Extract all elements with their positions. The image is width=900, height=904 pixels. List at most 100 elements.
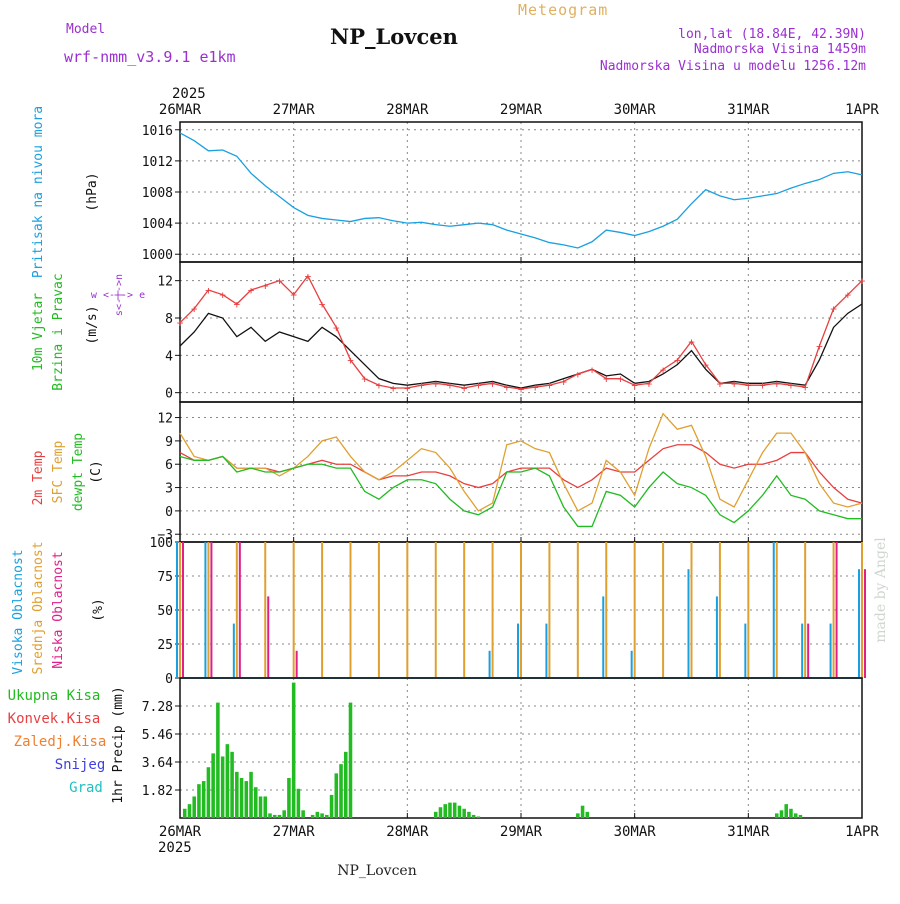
series-line-temperature-2 xyxy=(179,455,862,528)
date-axis: 26MAR 26MAR 27MAR 27MAR 28MAR 28MAR 29MAR 29MAR… xyxy=(159,102,880,840)
precip-bar xyxy=(192,796,196,818)
precip-bar xyxy=(277,814,282,818)
cloud-bar xyxy=(633,542,636,678)
cloud-label-mid: Srednja Oblacnost xyxy=(31,541,46,674)
page-title: NP_Lovcen xyxy=(330,24,458,49)
precip-bar xyxy=(320,813,324,818)
gust-marker: + xyxy=(802,381,809,394)
gust-marker: + xyxy=(376,379,383,392)
cloud-bar xyxy=(207,542,210,678)
date-label-top: 31MAR xyxy=(727,102,770,118)
gust-marker: + xyxy=(631,379,638,392)
precip-bar xyxy=(187,804,192,818)
panel-labels: Pritisak na nivou mora (hPa) 10m Vjetar Brz… xyxy=(8,106,145,804)
series-line-wind-0 xyxy=(179,303,863,389)
gust-marker: + xyxy=(759,379,766,392)
meteogram-label: Meteogram xyxy=(518,1,608,19)
cloud-bar xyxy=(434,542,437,678)
gust-marker: + xyxy=(859,275,866,288)
series-line-pressure-0 xyxy=(179,132,863,249)
cloud-bar xyxy=(179,542,181,678)
gust-marker: + xyxy=(361,373,368,386)
precip-bar xyxy=(197,784,201,818)
cloud-bar xyxy=(630,650,633,678)
precip-bar xyxy=(211,753,215,818)
y-tick-label: 1.82 xyxy=(142,784,173,799)
precip-bar xyxy=(774,813,779,818)
temp-label-2m: 2m Temp xyxy=(31,450,46,505)
gust-marker: + xyxy=(305,270,312,283)
pressure-unit: (hPa) xyxy=(85,172,100,211)
date-label-top: 1APR xyxy=(845,102,879,118)
precip-bar xyxy=(448,802,452,818)
gust-marker: + xyxy=(717,377,724,390)
cloud-bar xyxy=(517,623,519,678)
precip-bar xyxy=(462,808,466,818)
date-label-bottom: 28MAR xyxy=(386,824,429,840)
cloud-bar xyxy=(804,542,807,678)
cloud-bar xyxy=(264,542,267,678)
cloud-bar xyxy=(747,542,750,678)
precip-bar xyxy=(282,810,286,818)
cloud-bar xyxy=(463,542,466,678)
precip-bar xyxy=(793,813,798,818)
gust-marker: + xyxy=(745,379,752,392)
gust-marker: + xyxy=(276,275,283,288)
cloud-bar xyxy=(176,542,178,678)
gust-marker: + xyxy=(830,303,837,316)
cloud-bar xyxy=(807,623,810,678)
precip-bar xyxy=(339,764,343,818)
cloud-bar xyxy=(491,542,494,678)
precip-bar xyxy=(268,813,272,818)
cloud-bar xyxy=(235,542,238,678)
y-tick-label: 7.28 xyxy=(142,700,173,715)
precip-bar xyxy=(452,802,457,818)
cloud-bar xyxy=(182,542,184,678)
precip-bar xyxy=(789,808,793,818)
gust-marker: + xyxy=(674,354,681,367)
precip-legend-item: Konvek.Kisa xyxy=(8,711,101,727)
cloud-bar xyxy=(520,542,522,678)
gust-marker: + xyxy=(788,379,795,392)
precip-bar xyxy=(576,813,580,818)
precip-bar xyxy=(329,794,334,818)
precip-bar xyxy=(798,814,803,818)
date-label-bottom: 29MAR xyxy=(500,824,543,840)
date-label-top: 30MAR xyxy=(614,102,657,118)
model-elevation-text: Nadmorska Visina u modelu 1256.12m xyxy=(600,59,866,74)
cloud-bar xyxy=(488,650,491,678)
cloud-bar xyxy=(602,596,605,678)
precip-bar xyxy=(779,810,784,818)
gust-marker: + xyxy=(546,379,553,392)
gust-marker: + xyxy=(248,284,255,297)
cloud-bar xyxy=(687,569,690,678)
date-label-bottom: 30MAR xyxy=(614,824,657,840)
gust-marker: + xyxy=(177,317,184,330)
y-tick-label: 6 xyxy=(165,458,173,473)
precip-bar xyxy=(216,702,220,818)
cloud-unit: (%) xyxy=(91,598,106,621)
y-tick-label: 1008 xyxy=(142,186,173,201)
gust-marker: + xyxy=(518,383,525,396)
temp-label-dewpt: dewpt Temp xyxy=(71,433,86,511)
y-tick-label: 4 xyxy=(165,349,173,364)
cloud-bar xyxy=(861,542,863,678)
temp-unit: (C) xyxy=(89,460,104,483)
wind-label-1: 10m Vjetar xyxy=(31,293,46,371)
gust-marker: + xyxy=(461,382,468,395)
y-tick-label: 3 xyxy=(165,482,173,497)
gust-marker: + xyxy=(816,340,823,353)
wind-label-2: Brzina i Pravac xyxy=(51,273,66,390)
precip-bar xyxy=(471,814,476,818)
precip-bar xyxy=(249,771,253,818)
precip-bar xyxy=(443,804,447,818)
y-tick-label: 0 xyxy=(165,387,173,402)
precip-bar xyxy=(230,751,234,818)
gust-marker: + xyxy=(418,379,425,392)
precip-bar xyxy=(310,814,315,818)
precip-bar xyxy=(315,811,320,818)
date-label-top: 29MAR xyxy=(500,102,543,118)
precip-legend-item: Snijeg xyxy=(55,757,106,773)
y-tick-label: 1004 xyxy=(142,217,173,232)
cloud-bar xyxy=(662,542,665,678)
